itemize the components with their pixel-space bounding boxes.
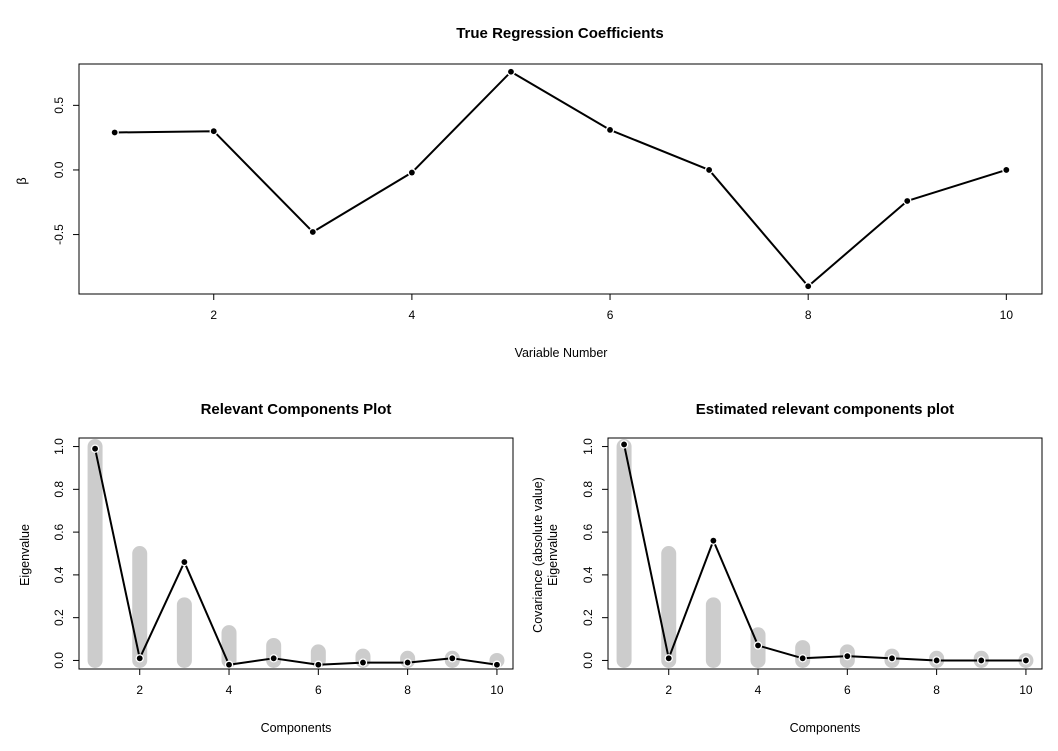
rel-point bbox=[449, 655, 456, 662]
est-series-line bbox=[623, 444, 1026, 662]
estimated-components-y-axis-label: Eigenvalue bbox=[546, 524, 560, 586]
est-x-tick-label: 10 bbox=[1019, 683, 1033, 697]
coef-point bbox=[805, 283, 812, 290]
est-point bbox=[710, 537, 717, 544]
coef-y-tick-label: -0.5 bbox=[52, 224, 66, 245]
estimated-components-panel: Estimated relevant components plot Compo… bbox=[531, 401, 1043, 735]
rel-x-tick-label: 8 bbox=[404, 683, 411, 697]
rel-point bbox=[92, 445, 98, 452]
est-y-tick-label: 0.0 bbox=[581, 652, 595, 669]
est-x-tick-label: 6 bbox=[844, 683, 851, 697]
est-y-tick-label: 0.6 bbox=[581, 523, 595, 540]
est-x-tick-label: 8 bbox=[933, 683, 940, 697]
rel-series-line bbox=[94, 448, 498, 666]
coef-series-line bbox=[114, 70, 1007, 288]
rel-point bbox=[315, 661, 322, 668]
rel-y-tick-label: 1.0 bbox=[52, 438, 66, 455]
rel-y-tick-label: 0.6 bbox=[52, 523, 66, 540]
coefficients-x-axis-label: Variable Number bbox=[515, 346, 608, 360]
rel-point bbox=[270, 655, 277, 662]
rel-y-tick-label: 0.4 bbox=[52, 566, 66, 583]
rel-x-tick-label: 6 bbox=[315, 683, 322, 697]
coef-point bbox=[111, 129, 118, 136]
coef-plot-frame bbox=[78, 63, 1043, 295]
relevant-components-title: Relevant Components Plot bbox=[201, 401, 392, 418]
est-point bbox=[844, 653, 851, 660]
est-point bbox=[621, 441, 627, 448]
rel-y-tick-label: 0.0 bbox=[52, 652, 66, 669]
rel-point bbox=[404, 659, 411, 666]
est-y-tick-label: 0.2 bbox=[581, 609, 595, 626]
relevant-components-y-axis-label: Eigenvalue bbox=[18, 524, 32, 586]
coef-x-tick-label: 2 bbox=[210, 308, 217, 322]
rel-y-tick-label: 0.8 bbox=[52, 481, 66, 498]
coef-y-tick-label: 0.0 bbox=[52, 161, 66, 178]
relevant-components-x-axis-label: Components bbox=[261, 721, 332, 735]
coef-x-tick-label: 6 bbox=[607, 308, 614, 322]
coef-y-tick-label: 0.5 bbox=[52, 97, 66, 114]
coef-point bbox=[408, 169, 415, 176]
est-point bbox=[978, 657, 985, 664]
coef-point bbox=[508, 68, 514, 75]
est-y-tick-label: 0.4 bbox=[581, 566, 595, 583]
coef-point bbox=[210, 128, 217, 135]
coef-point bbox=[309, 229, 316, 235]
est-y-tick-label: 1.0 bbox=[581, 438, 595, 455]
rel-x-tick-label: 2 bbox=[136, 683, 143, 697]
est-point bbox=[933, 657, 940, 664]
est-point bbox=[1023, 657, 1029, 664]
rel-point bbox=[226, 661, 232, 668]
rel-x-tick-label: 10 bbox=[490, 683, 504, 697]
rel-point bbox=[136, 655, 143, 662]
coefficients-y-axis-label: β bbox=[15, 177, 29, 184]
coef-x-tick-label: 4 bbox=[409, 308, 416, 322]
est-point bbox=[755, 642, 761, 649]
estimated-components-title: Estimated relevant components plot bbox=[696, 401, 954, 418]
rel-point bbox=[360, 659, 366, 666]
coef-point bbox=[1003, 167, 1010, 173]
coef-point bbox=[607, 126, 613, 133]
est-x-tick-label: 2 bbox=[665, 683, 672, 697]
coef-point bbox=[904, 198, 911, 204]
est-y-tick-label: 0.8 bbox=[581, 481, 595, 498]
rel-y-tick-label: 0.2 bbox=[52, 609, 66, 626]
est-x-tick-label: 4 bbox=[755, 683, 762, 697]
est-point bbox=[889, 655, 895, 662]
rel-point bbox=[181, 559, 188, 565]
coefficients-title: True Regression Coefficients bbox=[456, 25, 664, 42]
estimated-components-x-axis-label: Components bbox=[790, 721, 861, 735]
rel-x-tick-label: 4 bbox=[226, 683, 233, 697]
estimated-components-y-axis-label-2: Covariance (absolute value) bbox=[531, 477, 545, 633]
coefficients-panel: True Regression Coefficients Variable Nu… bbox=[15, 25, 1043, 360]
rel-point bbox=[494, 661, 500, 668]
est-point bbox=[665, 655, 672, 662]
relevant-components-panel: Relevant Components Plot Components Eige… bbox=[18, 401, 514, 735]
est-point bbox=[799, 655, 806, 662]
coef-x-tick-label: 8 bbox=[805, 308, 812, 322]
coef-point bbox=[706, 167, 713, 173]
coef-x-tick-label: 10 bbox=[1000, 308, 1014, 322]
